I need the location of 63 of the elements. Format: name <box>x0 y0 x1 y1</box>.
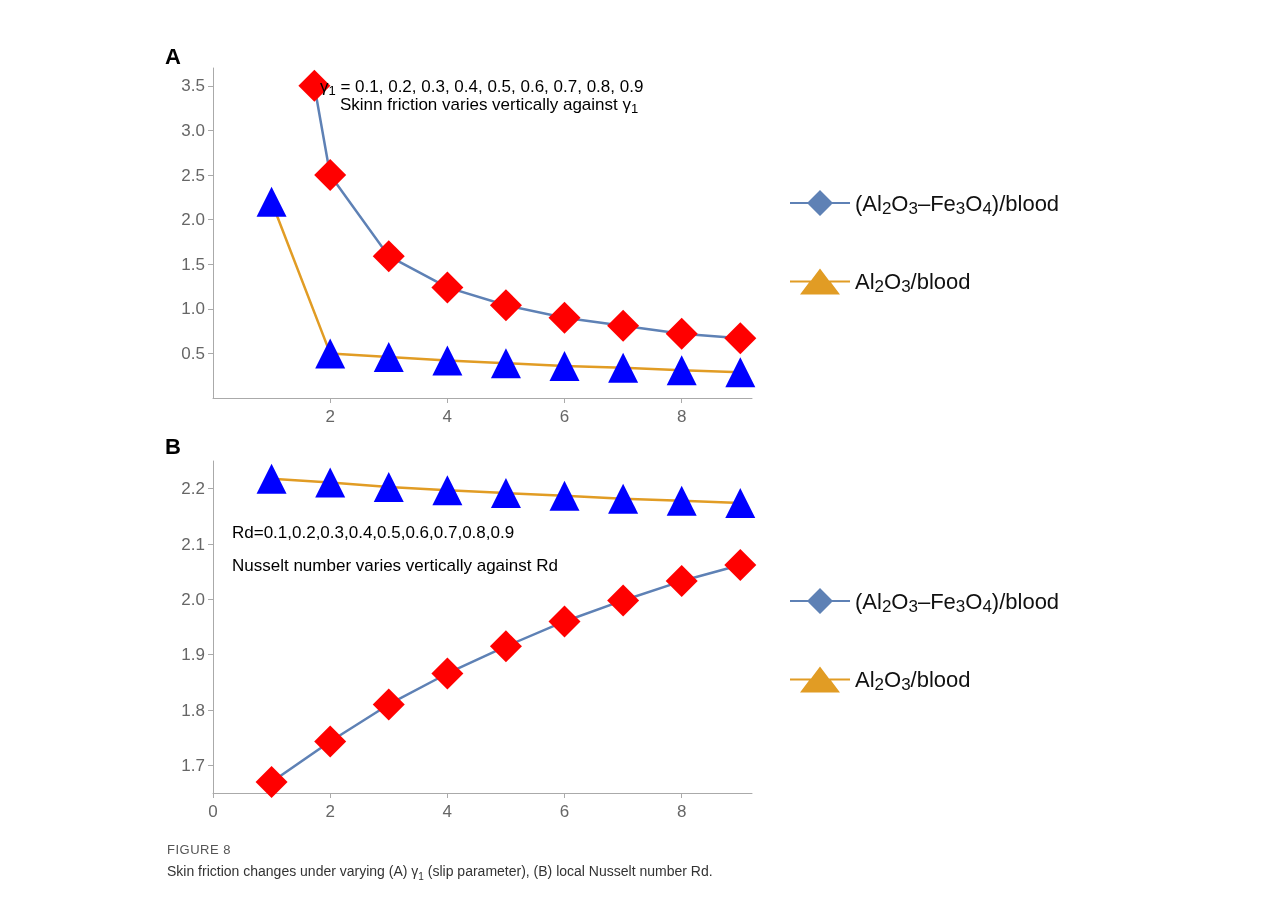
point <box>489 630 522 663</box>
x-tick-label: 8 <box>676 802 687 821</box>
point <box>314 725 347 758</box>
point <box>314 159 347 192</box>
chart-title: A <box>165 43 181 69</box>
annotation: Nusselt number varies vertically against Rd <box>232 556 558 575</box>
y-tick-label: 2.1 <box>181 534 205 554</box>
x-tick-label: 4 <box>442 802 453 821</box>
point <box>608 352 639 383</box>
point <box>607 309 640 342</box>
point <box>549 350 580 381</box>
y-tick-label: 2.2 <box>181 479 205 499</box>
point <box>432 345 463 376</box>
point <box>432 475 463 506</box>
y-tick-label: 2.0 <box>181 210 205 230</box>
annotation: Rd=0.1,0.2,0.3,0.4,0.5,0.6,0.7,0.8,0.9 <box>232 523 515 542</box>
point <box>489 289 522 322</box>
point <box>665 317 698 350</box>
x-tick-label: 8 <box>676 407 687 426</box>
point <box>608 483 639 514</box>
y-tick-label: 2.5 <box>181 165 205 185</box>
x-tick-label: 0 <box>208 802 218 821</box>
point <box>373 341 404 372</box>
point <box>607 584 640 617</box>
point <box>665 565 698 598</box>
y-tick-label: 3.5 <box>181 76 205 96</box>
point <box>372 240 405 273</box>
y-tick-label: 2.0 <box>181 589 205 609</box>
point <box>725 357 756 388</box>
y-tick-label: 1.5 <box>181 254 205 274</box>
y-tick-label: 0.5 <box>181 343 205 363</box>
x-tick-label: 6 <box>559 802 570 821</box>
y-tick-label: 1.8 <box>181 700 205 720</box>
x-tick-label: 4 <box>442 407 453 426</box>
y-tick-label: 1.0 <box>181 299 205 319</box>
point <box>549 480 580 511</box>
point <box>724 322 757 355</box>
y-tick-label: 1.7 <box>181 755 205 775</box>
x-tick-label: 2 <box>325 802 335 821</box>
point <box>724 549 757 582</box>
point <box>256 186 287 217</box>
point <box>725 488 756 519</box>
point <box>372 688 405 721</box>
point <box>315 467 346 498</box>
y-tick-label: 1.9 <box>181 645 205 665</box>
point <box>490 478 521 509</box>
point <box>431 657 464 690</box>
point <box>548 605 581 638</box>
point <box>548 301 581 334</box>
point <box>256 463 287 494</box>
caption: FIGURE 8 <box>167 842 232 857</box>
point <box>431 271 464 304</box>
x-tick-label: 6 <box>559 407 570 426</box>
point <box>490 348 521 379</box>
y-tick-label: 3.0 <box>181 120 205 140</box>
point <box>666 355 697 386</box>
x-tick-label: 2 <box>325 407 335 426</box>
point <box>373 472 404 503</box>
text: Skin friction changes under varying (A) γ$_{1}$ (slip parameter), (B) local Nusselt number Rd. <box>167 863 713 882</box>
point <box>315 338 346 369</box>
point <box>666 485 697 516</box>
point <box>255 765 288 798</box>
chart-title: B <box>165 433 181 459</box>
